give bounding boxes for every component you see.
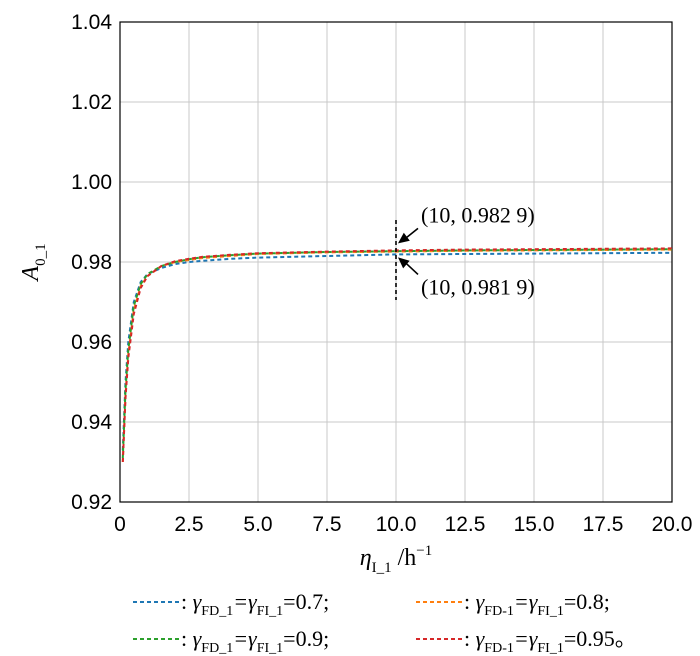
legend-entry-3: : γFD_1=γFI_1=0.9; [133, 626, 329, 656]
series-line-4 [121, 247, 673, 463]
y-tick-labels: 0.92 0.94 0.96 0.98 1.00 1.02 1.04 [71, 11, 112, 514]
legend-label: : γFD-1=γFI_1=0.8; [464, 589, 610, 619]
legend-label: : γFD_1=γFI_1=0.7; [181, 589, 329, 619]
y-axis-title-main: A [18, 266, 44, 283]
y-tick-label: 0.96 [71, 331, 112, 354]
annotation-label: (10, 0.982 9) [421, 202, 535, 227]
annotation-arrow-head [398, 257, 410, 269]
x-axis-title-sub: I_1 [372, 560, 392, 576]
y-tick-label: 1.00 [71, 171, 112, 194]
y-tick-label: 1.04 [71, 11, 112, 34]
x-axis-title: ηI_1 /h−1 [360, 543, 433, 576]
annotation-2: (10, 0.981 9) [398, 257, 535, 299]
y-tick-label: 1.02 [71, 91, 112, 114]
x-tick-labels: 0 2.5 5.0 7.5 10.0 12.5 15.0 17.5 20.0 [114, 513, 692, 536]
legend-label: : γFD_1=γFI_1=0.9; [181, 626, 329, 656]
series-line-1 [121, 251, 673, 451]
legend-entry-2: : γFD-1=γFI_1=0.8; [416, 589, 610, 619]
x-tick-label: 2.5 [174, 513, 203, 536]
series-layer [121, 247, 673, 463]
x-tick-label: 7.5 [312, 513, 341, 536]
x-tick-label: 20.0 [652, 513, 693, 536]
legend-entry-4: : γFD-1=γFI_1=0.95。 [416, 626, 637, 656]
legend-label: : γFD-1=γFI_1=0.95。 [464, 626, 637, 656]
y-tick-label: 0.94 [71, 411, 112, 434]
x-axis-title-main: η [360, 545, 372, 571]
x-tick-label: 17.5 [583, 513, 624, 536]
x-tick-label: 0 [114, 513, 126, 536]
x-axis-title-tail: /h [392, 545, 417, 571]
x-tick-label: 15.0 [514, 513, 555, 536]
y-tick-label: 0.92 [71, 491, 112, 514]
legend-entry-1: : γFD_1=γFI_1=0.7; [133, 589, 329, 619]
x-axis-title-sup: −1 [416, 543, 432, 559]
y-axis-title-sub: 0_1 [33, 243, 49, 266]
annotation-label: (10, 0.981 9) [421, 274, 535, 299]
plot-frame [119, 21, 673, 503]
annotation-arrow-head [398, 232, 410, 244]
series-line-2 [121, 248, 673, 463]
annotation-layer: (10, 0.982 9) (10, 0.981 9) [398, 202, 535, 299]
x-tick-label: 12.5 [445, 513, 486, 536]
x-tick-label: 5.0 [243, 513, 272, 536]
y-tick-label: 0.98 [71, 251, 112, 274]
y-axis-title: A0_1 [18, 243, 49, 282]
legend: : γFD_1=γFI_1=0.7; : γFD-1=γFI_1=0.8; : … [133, 589, 637, 656]
series-line-3 [121, 248, 673, 459]
annotation-1: (10, 0.982 9) [398, 202, 535, 244]
x-tick-label: 10.0 [376, 513, 417, 536]
